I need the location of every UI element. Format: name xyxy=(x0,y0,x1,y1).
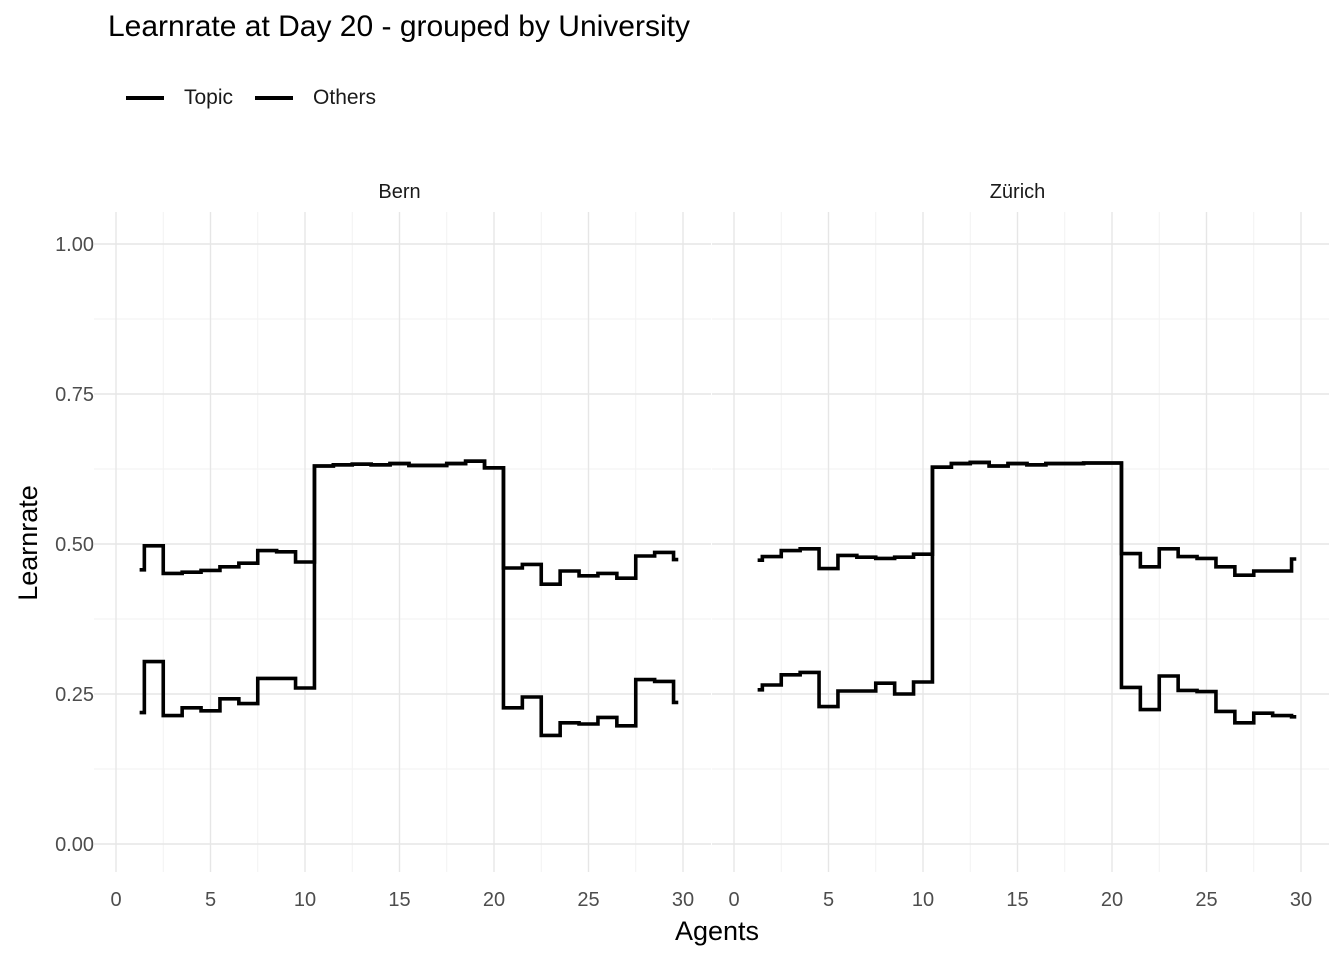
facet-strip-label: Zürich xyxy=(990,181,1046,203)
y-tick-label: 1.00 xyxy=(55,234,94,256)
x-tick-label: 5 xyxy=(823,889,834,911)
x-tick-label: 25 xyxy=(577,889,599,911)
y-tick-label: 0.25 xyxy=(55,684,94,706)
y-tick-label: 0.00 xyxy=(55,834,94,856)
y-axis-title: Learnrate xyxy=(13,485,43,601)
x-tick-label: 10 xyxy=(912,889,934,911)
x-tick-label: 10 xyxy=(294,889,316,911)
legend-item-topic: Topic xyxy=(126,86,233,110)
x-tick-label: 30 xyxy=(672,889,694,911)
x-tick-label: 20 xyxy=(483,889,505,911)
x-tick-label: 0 xyxy=(110,889,121,911)
series-line-zrich-topic xyxy=(757,460,1297,577)
y-tick-label: 0.75 xyxy=(55,384,94,406)
legend-label-topic: Topic xyxy=(184,86,234,109)
legend-key-others xyxy=(255,96,294,100)
x-tick-label: 30 xyxy=(1290,889,1312,911)
x-tick-label: 25 xyxy=(1195,889,1217,911)
legend: Topic Others xyxy=(126,86,398,110)
x-tick-label: 15 xyxy=(388,889,410,911)
x-tick-label: 20 xyxy=(1101,889,1123,911)
series-line-zrich-others xyxy=(757,460,1297,725)
chart-title: Learnrate at Day 20 - grouped by Univers… xyxy=(108,10,690,43)
y-tick-label: 0.50 xyxy=(55,534,94,556)
x-axis-title: Agents xyxy=(675,916,759,946)
legend-item-others: Others xyxy=(255,86,376,110)
x-tick-label: 15 xyxy=(1006,889,1028,911)
series-line-bern-topic xyxy=(139,459,679,586)
legend-key-topic xyxy=(126,96,164,100)
series-line-bern-others xyxy=(139,459,679,738)
x-tick-label: 5 xyxy=(205,889,216,911)
x-tick-label: 0 xyxy=(728,889,739,911)
legend-label-others: Others xyxy=(313,86,377,109)
facet-strip-label: Bern xyxy=(378,181,420,203)
